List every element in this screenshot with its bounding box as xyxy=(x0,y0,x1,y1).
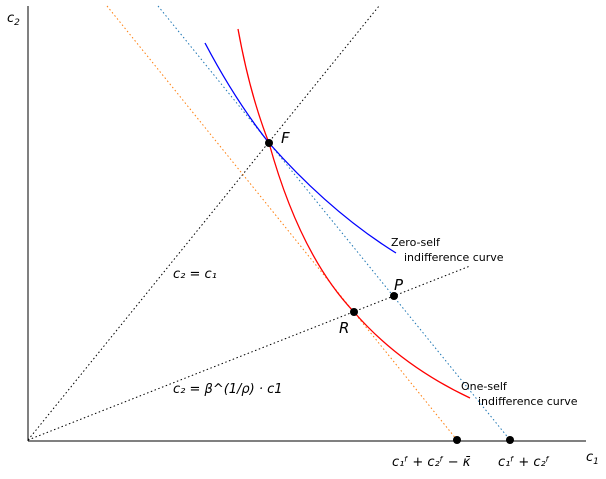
point-R xyxy=(350,308,358,316)
one-self-label-1: One-self xyxy=(461,380,508,393)
tick-point-left xyxy=(453,436,461,444)
label-P: P xyxy=(394,276,404,294)
zero-self-label-1: Zero-self xyxy=(391,236,441,249)
point-F xyxy=(265,139,273,147)
tick-label-right: c₁ᶠ + c₂ᶠ xyxy=(498,455,550,470)
ray-label: c₂ = β^(1/ρ) · c1 xyxy=(173,382,283,397)
one-self-label-2: indifference curve xyxy=(478,395,578,408)
label-F: F xyxy=(281,129,290,147)
one-self-curve xyxy=(237,28,471,399)
budget-line-blue xyxy=(157,5,511,441)
budget-line-orange xyxy=(106,5,458,441)
x-axis-label: c1 xyxy=(586,450,599,467)
y-axis-label: c2 xyxy=(7,11,20,28)
tick-point-right xyxy=(506,436,514,444)
diagonal-line xyxy=(27,5,380,441)
zero-self-label-2: indifference curve xyxy=(404,251,504,264)
diagonal-label: c₂ = c₁ xyxy=(173,267,217,282)
label-R: R xyxy=(339,319,349,337)
ray-line xyxy=(27,265,471,441)
zero-self-curve xyxy=(204,42,397,254)
point-P xyxy=(390,292,398,300)
tick-label-left: c₁ᶠ + c₂ᶠ − κ̄ xyxy=(392,455,471,470)
